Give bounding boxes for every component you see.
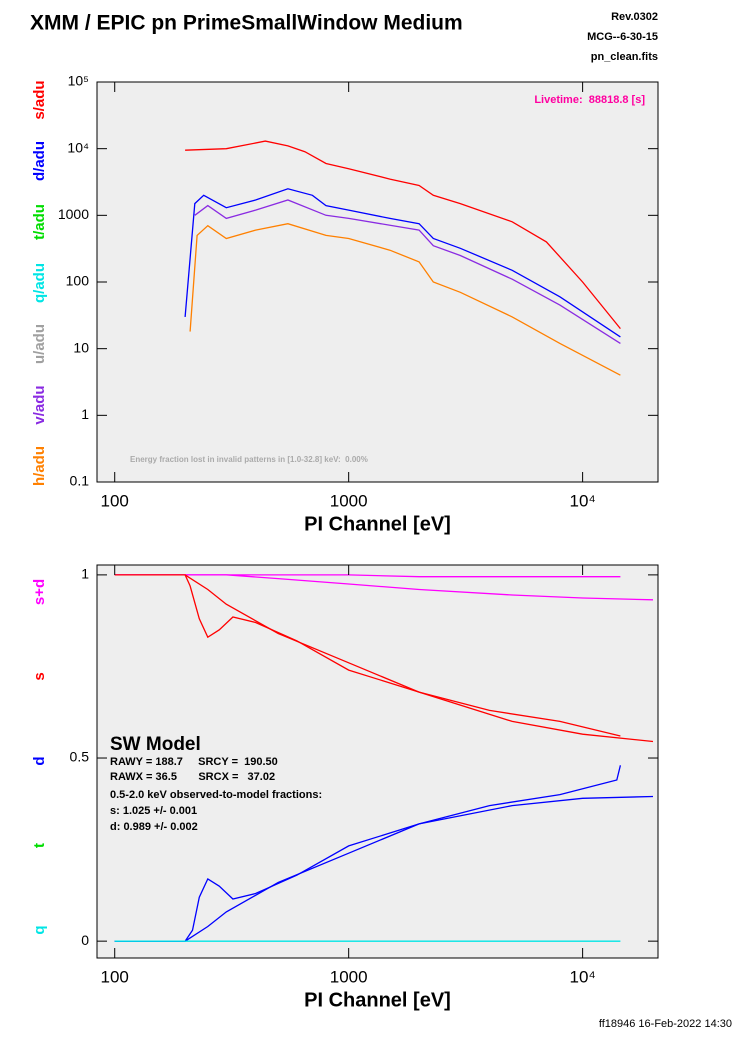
x-tick-label: 100	[101, 967, 129, 986]
data-line	[114, 574, 621, 737]
annotation: RAWY = 188.7 SRCY = 190.50	[110, 756, 278, 768]
legend-label: s+d	[31, 579, 48, 605]
data-line	[185, 140, 621, 330]
y-tick-label: 1000	[58, 206, 89, 222]
legend-label: u/adu	[31, 324, 48, 364]
annotation: Livetime: 88818.8 [s]	[534, 94, 645, 106]
x-tick-label: 1000	[330, 967, 368, 986]
x-tick-label: 100	[101, 491, 129, 510]
object-name: MCG--6-30-15	[587, 31, 658, 43]
annotation: s: 1.025 +/- 0.001	[110, 805, 197, 817]
revision: Rev.0302	[611, 11, 658, 23]
data-line	[114, 574, 621, 578]
x-tick-label: 1000	[330, 491, 368, 510]
y-tick-label: 0.1	[70, 473, 90, 489]
y-tick-label: 0.5	[70, 749, 90, 765]
data-line	[114, 574, 654, 601]
annotation: RAWX = 36.5 SRCX = 37.02	[110, 771, 275, 783]
footer: ff18946 16-Feb-2022 14:30	[599, 1018, 732, 1030]
y-tick-label: 10⁴	[67, 139, 89, 155]
data-line	[189, 223, 621, 376]
data-line	[114, 795, 654, 942]
data-line	[194, 199, 621, 344]
plot-frame	[96, 564, 659, 959]
y-tick-label: 100	[66, 273, 90, 289]
y-tick-label: 1	[81, 406, 89, 422]
y-tick-label: 0	[81, 932, 89, 948]
legend-label: q	[31, 925, 48, 934]
data-line	[114, 765, 622, 942]
legend-label: h/adu	[31, 446, 48, 486]
legend-label: s/adu	[31, 80, 48, 119]
page-title: XMM / EPIC pn PrimeSmallWindow Medium	[30, 12, 463, 35]
legend-label: t/adu	[31, 204, 48, 240]
annotation: 0.5-2.0 keV observed-to-model fractions:	[110, 789, 322, 801]
x-axis-title: PI Channel [eV]	[304, 989, 451, 1011]
y-tick-label: 1	[81, 566, 89, 582]
legend-label: q/adu	[31, 263, 48, 303]
legend-label: d	[31, 756, 48, 765]
annotation: d: 0.989 +/- 0.002	[110, 821, 198, 833]
x-tick-label: 10⁴	[570, 491, 596, 510]
data-line	[184, 574, 654, 743]
x-tick-label: 10⁴	[570, 967, 596, 986]
legend-label: t	[31, 843, 48, 848]
annotation: Energy fraction lost in invalid patterns…	[130, 455, 368, 464]
annotation: SW Model	[110, 734, 201, 755]
data-line	[184, 188, 621, 338]
y-tick-label: 10	[73, 339, 89, 355]
file-name: pn_clean.fits	[591, 51, 658, 63]
plot-area	[97, 82, 658, 482]
y-tick-label: 10⁵	[68, 73, 89, 89]
plot-area	[97, 565, 658, 958]
x-axis-title: PI Channel [eV]	[304, 513, 451, 535]
legend-label: s	[31, 672, 48, 680]
legend-label: d/adu	[31, 141, 48, 181]
legend-label: v/adu	[31, 385, 48, 424]
